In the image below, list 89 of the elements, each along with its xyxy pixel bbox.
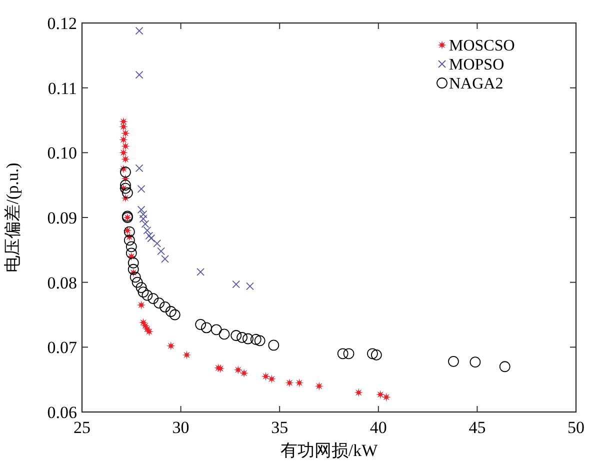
y-tick-label: 0.12 <box>47 14 77 33</box>
point <box>169 309 180 320</box>
point <box>160 302 170 312</box>
point <box>130 272 141 283</box>
point <box>254 335 266 346</box>
point <box>142 290 153 301</box>
point <box>122 187 133 198</box>
point <box>118 148 128 158</box>
point <box>120 182 131 194</box>
point <box>165 306 176 317</box>
point <box>153 239 162 248</box>
point <box>132 276 143 288</box>
point <box>382 392 391 402</box>
point <box>240 368 249 378</box>
point <box>196 268 205 276</box>
point <box>267 374 276 384</box>
point <box>128 257 139 268</box>
point <box>139 210 148 218</box>
y-tick-label: 0.08 <box>47 273 77 292</box>
point <box>143 226 152 234</box>
point <box>470 356 481 368</box>
x-tick-label: 50 <box>568 418 584 437</box>
point <box>120 142 130 151</box>
point <box>343 348 354 360</box>
point <box>376 390 385 399</box>
point <box>139 214 148 223</box>
point <box>120 128 130 138</box>
point <box>141 220 150 228</box>
legend-label: MOSCSO <box>449 38 515 55</box>
point <box>236 332 248 343</box>
point <box>232 280 240 288</box>
point <box>128 264 139 275</box>
point <box>370 349 382 360</box>
point <box>210 324 222 336</box>
point <box>120 154 130 164</box>
x-tick-label: 45 <box>468 418 486 437</box>
point <box>261 372 270 381</box>
point <box>137 185 146 193</box>
point <box>135 26 144 35</box>
point <box>161 255 169 263</box>
point <box>135 164 144 172</box>
x-tick-label: 40 <box>370 418 387 437</box>
point <box>147 234 156 242</box>
point <box>135 70 144 79</box>
point <box>154 298 165 309</box>
point <box>124 226 135 238</box>
point <box>195 319 206 330</box>
point <box>268 340 280 351</box>
point <box>166 341 176 350</box>
point <box>294 378 304 388</box>
point <box>120 180 131 191</box>
point <box>367 348 378 360</box>
point <box>448 356 459 367</box>
point <box>144 327 154 336</box>
point <box>242 333 254 344</box>
point <box>126 241 137 252</box>
y-axis-title: 电压偏差/(p.u.) <box>3 162 22 272</box>
legend-label: NAGA2 <box>449 76 504 93</box>
point <box>354 388 364 398</box>
x-tick-label: 35 <box>271 418 288 437</box>
point <box>136 300 146 310</box>
point <box>230 330 242 341</box>
point <box>218 328 230 340</box>
point <box>137 206 146 214</box>
point <box>337 348 348 360</box>
x-tick-label: 30 <box>172 418 190 437</box>
point <box>284 378 294 388</box>
point <box>118 135 128 144</box>
point <box>120 166 131 178</box>
point <box>148 293 159 304</box>
y-tick-label: 0.09 <box>47 208 77 228</box>
point <box>126 248 137 259</box>
point <box>138 286 149 298</box>
y-tick-label: 0.11 <box>48 78 77 98</box>
point <box>246 282 254 290</box>
point <box>314 382 324 391</box>
point <box>136 282 147 293</box>
point <box>157 247 165 256</box>
y-tick-label: 0.10 <box>47 144 77 163</box>
point <box>250 334 262 345</box>
point <box>201 322 212 334</box>
y-tick-label: 0.07 <box>47 338 78 358</box>
x-axis-title: 有功网损/kW <box>280 441 379 460</box>
point <box>182 350 192 360</box>
legend-label: MOPSO <box>449 56 504 74</box>
point <box>499 361 510 372</box>
point <box>124 234 135 246</box>
point <box>145 232 154 240</box>
point <box>234 365 243 374</box>
